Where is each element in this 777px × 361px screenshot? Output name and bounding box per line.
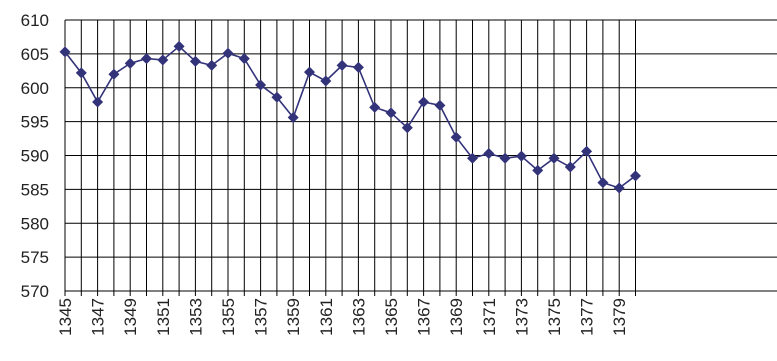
data-point-marker xyxy=(434,99,446,111)
y-tick-label: 590 xyxy=(21,147,49,166)
data-point-marker xyxy=(336,59,348,71)
data-point-marker xyxy=(59,46,71,58)
y-tick-label: 605 xyxy=(21,45,49,64)
x-tick-label: 1375 xyxy=(545,298,564,336)
data-point-marker xyxy=(401,122,413,134)
x-tick-label: 1373 xyxy=(512,298,531,336)
data-point-marker xyxy=(271,91,283,103)
x-tick-label: 1357 xyxy=(252,298,271,336)
grid-lines xyxy=(64,19,777,296)
data-point-marker xyxy=(483,147,495,159)
x-tick-label: 1353 xyxy=(186,298,205,336)
x-tick-label: 1365 xyxy=(382,298,401,336)
y-tick-label: 600 xyxy=(21,79,49,98)
data-point-marker xyxy=(564,161,576,173)
data-point-marker xyxy=(450,131,462,143)
x-tick-label: 1363 xyxy=(349,298,368,336)
data-point-marker xyxy=(548,152,560,164)
x-axis-tick-labels: 1345 1347 1349 1351 1353 1355 1357 1359 1361 1363… xyxy=(56,298,629,336)
x-tick-label: 1371 xyxy=(480,298,499,336)
y-tick-label: 595 xyxy=(21,113,49,132)
data-point-marker xyxy=(141,53,152,65)
y-tick-label: 570 xyxy=(21,282,49,301)
y-tick-label: 575 xyxy=(21,248,49,267)
x-tick-label: 1369 xyxy=(447,298,466,336)
data-point-marker xyxy=(499,152,511,164)
data-point-marker xyxy=(418,96,430,108)
x-tick-label: 1367 xyxy=(415,298,434,336)
y-tick-label: 610 xyxy=(21,11,49,30)
data-point-marker xyxy=(92,96,104,108)
data-point-marker xyxy=(369,101,381,113)
x-tick-label: 1377 xyxy=(578,298,597,336)
data-point-marker xyxy=(304,66,315,78)
x-tick-label: 1351 xyxy=(154,298,173,336)
series-line xyxy=(64,45,636,189)
data-point-marker xyxy=(206,59,218,71)
data-point-marker xyxy=(108,68,120,80)
data-point-marker xyxy=(613,182,625,194)
data-point-marker xyxy=(173,40,185,52)
x-tick-label: 1379 xyxy=(610,298,629,336)
data-point-marker xyxy=(75,67,87,79)
series-group xyxy=(59,40,641,194)
data-point-marker xyxy=(385,107,397,119)
data-point-marker xyxy=(238,53,250,65)
x-tick-label: 1359 xyxy=(284,298,303,336)
data-point-marker xyxy=(581,145,593,157)
y-tick-label: 585 xyxy=(21,180,49,199)
data-point-marker xyxy=(222,47,234,59)
data-point-marker xyxy=(515,150,527,162)
data-point-marker xyxy=(189,55,201,67)
y-axis-tick-labels: 570 575 580 585 590 595 600 605 610 xyxy=(21,11,49,301)
x-tick-label: 1345 xyxy=(56,298,75,336)
x-tick-label: 1349 xyxy=(121,298,140,336)
data-point-marker xyxy=(287,112,299,124)
data-point-marker xyxy=(352,61,364,73)
data-point-marker xyxy=(467,152,478,164)
x-tick-label: 1347 xyxy=(89,298,108,336)
data-point-marker xyxy=(320,75,332,87)
data-point-marker xyxy=(255,79,267,91)
data-point-marker xyxy=(532,164,544,176)
data-point-marker xyxy=(597,177,609,189)
y-tick-label: 580 xyxy=(21,214,49,233)
data-point-marker xyxy=(124,57,136,69)
data-point-marker xyxy=(157,54,169,66)
x-tick-label: 1355 xyxy=(219,298,238,336)
data-point-marker xyxy=(630,170,641,182)
x-tick-label: 1361 xyxy=(317,298,336,336)
